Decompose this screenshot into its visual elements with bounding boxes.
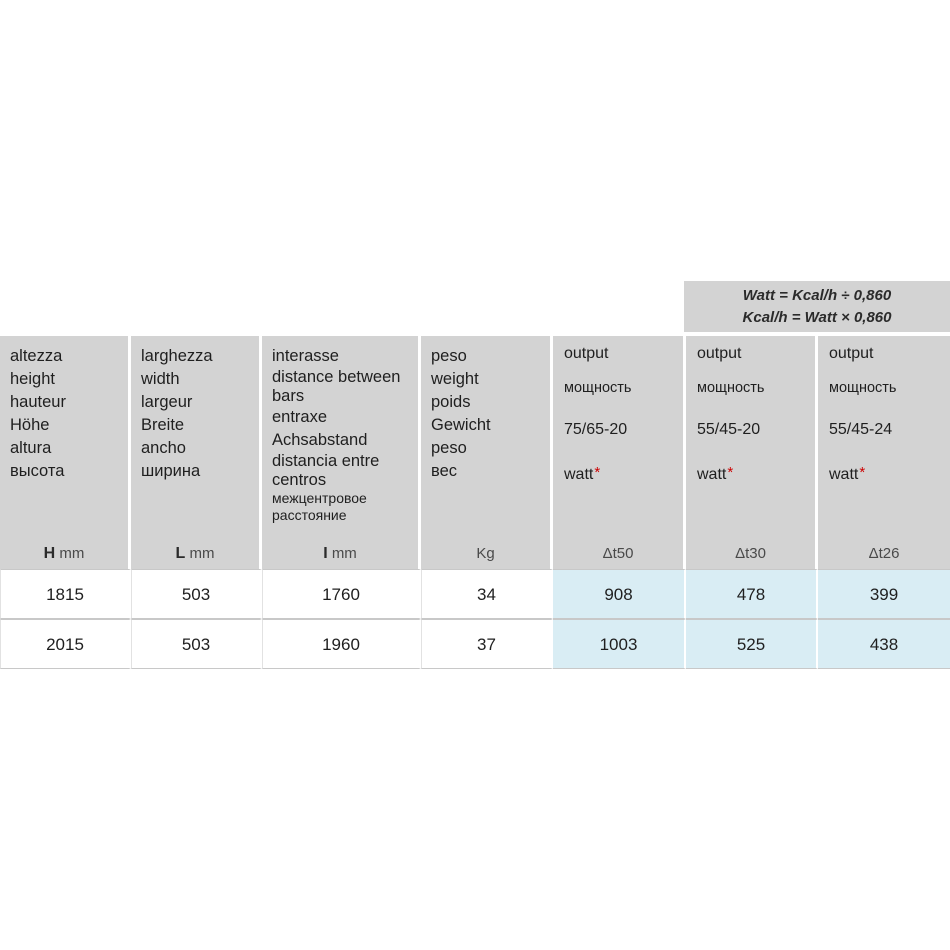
output-unit-word-wrap: watt* xyxy=(564,464,677,484)
cell-width: 503 xyxy=(131,569,262,619)
unit-label-width: L mm xyxy=(131,539,259,569)
footnote-asterisk-icon: * xyxy=(727,464,734,481)
unit-symbol: H xyxy=(43,545,56,562)
cell-weight: 34 xyxy=(421,569,553,619)
output-regime: 75/65-20 xyxy=(564,421,628,438)
header-cell-distance: interasse distance between bars entraxe … xyxy=(262,336,421,569)
table-row: 2015 503 1960 37 1003 525 438 xyxy=(0,619,950,669)
header-cell-width: larghezza width largeur Breite ancho шир… xyxy=(131,336,262,569)
header-cell-width-languages: larghezza width largeur Breite ancho шир… xyxy=(141,345,253,483)
table-header-row: altezza height hauteur Höhe altura высот… xyxy=(0,336,950,569)
cell-output-dt26: 438 xyxy=(818,619,950,669)
cell-height: 2015 xyxy=(0,619,131,669)
output-regime: 55/45-24 xyxy=(829,421,893,438)
unit-symbol: L xyxy=(175,545,186,562)
output-regime: 55/45-20 xyxy=(697,421,761,438)
lang-fr: largeur xyxy=(141,393,193,411)
cell-output-dt50: 908 xyxy=(553,569,686,619)
output-unit-word-wrap: watt* xyxy=(829,464,944,484)
formula-watt-line: Watt = Kcal/h ÷ 0,860 xyxy=(742,286,892,304)
output-unit-word: watt xyxy=(697,466,727,483)
header-cell-height: altezza height hauteur Höhe altura высот… xyxy=(0,336,131,569)
output-label-ru: мощность xyxy=(564,380,632,396)
lang-en: width xyxy=(141,370,180,388)
lang-de: Breite xyxy=(141,416,185,434)
unit-text: Kg xyxy=(476,545,495,562)
header-cell-weight-languages: peso weight poids Gewicht peso вес xyxy=(431,345,544,483)
output-label-en: output xyxy=(697,345,742,362)
output-unit-word: watt xyxy=(564,466,594,483)
cell-weight: 37 xyxy=(421,619,553,669)
lang-fr: hauteur xyxy=(10,393,66,411)
lang-it: altezza xyxy=(10,347,63,365)
lang-it: interasse xyxy=(272,347,339,365)
lang-de: Achsabstand xyxy=(272,431,368,449)
header-cell-distance-languages: interasse distance between bars entraxe … xyxy=(272,345,412,524)
unit-text: mm xyxy=(189,545,215,562)
cell-width: 503 xyxy=(131,619,262,669)
lang-ru: ширина xyxy=(141,462,201,480)
cell-distance: 1960 xyxy=(262,619,421,669)
lang-de: Gewicht xyxy=(431,416,491,434)
lang-es: ancho xyxy=(141,439,186,457)
output-unit-word-wrap: watt* xyxy=(697,464,809,484)
header-cell-output-dt30: output мощность 55/45-20 watt* Δt30 xyxy=(686,336,818,569)
output-dt50-labels: output мощность 75/65-20 watt* xyxy=(564,345,677,484)
specification-table: altezza height hauteur Höhe altura высот… xyxy=(0,336,950,669)
table-row: 1815 503 1760 34 908 478 399 xyxy=(0,569,950,619)
output-dt30-labels: output мощность 55/45-20 watt* xyxy=(697,345,809,484)
lang-ru: вес xyxy=(431,462,458,480)
output-label-en: output xyxy=(564,345,609,362)
header-cell-height-languages: altezza height hauteur Höhe altura высот… xyxy=(10,345,122,483)
cell-height: 1815 xyxy=(0,569,131,619)
lang-ru: межцентровое расстояние xyxy=(272,490,367,523)
unit-label-dt30: Δt30 xyxy=(735,545,766,562)
output-unit-word: watt xyxy=(829,466,859,483)
output-label-ru: мощность xyxy=(697,380,765,396)
unit-text: mm xyxy=(331,545,357,562)
footnote-asterisk-icon: * xyxy=(859,464,866,481)
lang-it: larghezza xyxy=(141,347,213,365)
header-cell-output-dt26: output мощность 55/45-24 watt* Δt26 xyxy=(818,336,950,569)
lang-fr: entraxe xyxy=(272,408,328,426)
output-label-ru: мощность xyxy=(829,380,897,396)
cell-output-dt30: 478 xyxy=(686,569,818,619)
conversion-formula-banner: Watt = Kcal/h ÷ 0,860 Kcal/h = Watt × 0,… xyxy=(684,281,950,332)
lang-es: distancia entre centros xyxy=(272,452,380,489)
lang-de: Höhe xyxy=(10,416,50,434)
footnote-asterisk-icon: * xyxy=(594,464,601,481)
output-label-en: output xyxy=(829,345,874,362)
formula-kcal-line: Kcal/h = Watt × 0,860 xyxy=(742,308,892,326)
lang-en: height xyxy=(10,370,55,388)
unit-text: mm xyxy=(59,545,85,562)
cell-output-dt50: 1003 xyxy=(553,619,686,669)
lang-en: distance between bars xyxy=(272,368,401,405)
unit-label-dt26: Δt26 xyxy=(868,545,900,562)
header-cell-output-dt50: output мощность 75/65-20 watt* Δt50 xyxy=(553,336,686,569)
cell-distance: 1760 xyxy=(262,569,421,619)
unit-label-distance: I mm xyxy=(262,539,418,569)
cell-output-dt30: 525 xyxy=(686,619,818,669)
header-cell-weight: peso weight poids Gewicht peso вес Kg xyxy=(421,336,553,569)
unit-label-dt50: Δt50 xyxy=(602,545,634,562)
lang-es: peso xyxy=(431,439,467,457)
unit-symbol: I xyxy=(323,545,328,562)
output-dt26-labels: output мощность 55/45-24 watt* xyxy=(829,345,944,484)
lang-fr: poids xyxy=(431,393,471,411)
unit-label-height: H mm xyxy=(0,539,128,569)
unit-label-weight: Kg xyxy=(421,539,550,569)
lang-it: peso xyxy=(431,347,467,365)
lang-es: altura xyxy=(10,439,52,457)
lang-en: weight xyxy=(431,370,479,388)
lang-ru: высота xyxy=(10,462,65,480)
cell-output-dt26: 399 xyxy=(818,569,950,619)
